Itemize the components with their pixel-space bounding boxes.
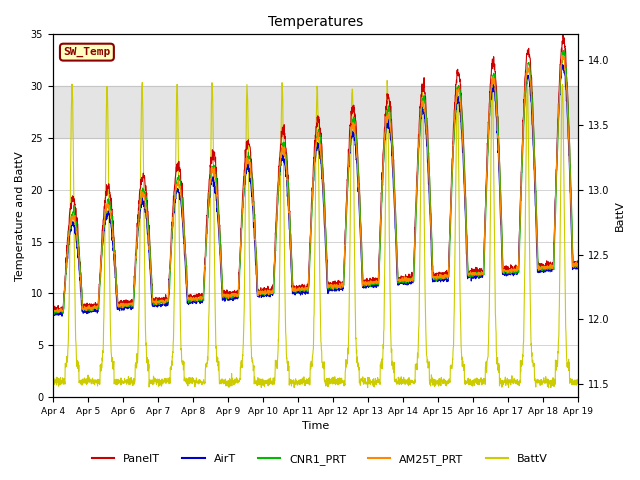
Text: SW_Temp: SW_Temp [63, 47, 111, 57]
Y-axis label: BattV: BattV [615, 200, 625, 231]
X-axis label: Time: Time [302, 421, 329, 432]
Legend: PanelT, AirT, CNR1_PRT, AM25T_PRT, BattV: PanelT, AirT, CNR1_PRT, AM25T_PRT, BattV [88, 450, 552, 469]
Title: Temperatures: Temperatures [268, 15, 363, 29]
Y-axis label: Temperature and BattV: Temperature and BattV [15, 151, 25, 281]
Bar [52, 86, 578, 138]
